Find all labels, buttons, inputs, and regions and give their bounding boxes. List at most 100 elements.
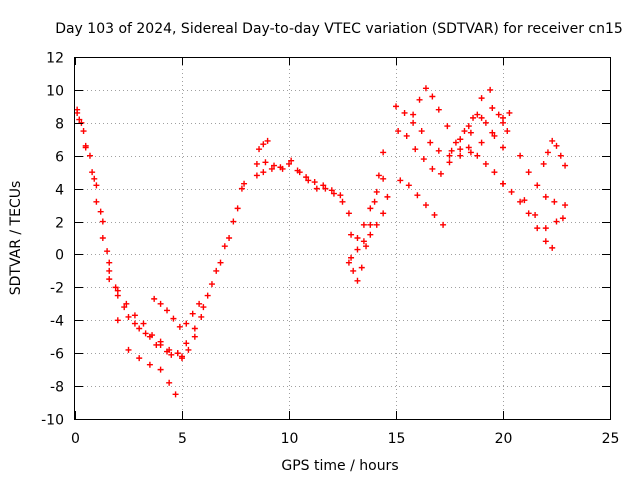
data-point-track-19 [540,160,547,167]
data-point-track-3 [153,341,160,348]
data-point-track-4 [174,350,181,357]
data-point-track-9 [350,267,357,274]
data-point-track-3 [131,320,138,327]
data-point-track-3 [142,330,149,337]
data-point-track-6 [345,210,352,217]
data-point-track-14 [405,182,412,189]
y-axis-title: SDTVAR / TECUs [8,181,24,296]
data-point-track-9 [375,172,382,179]
data-point-track-13 [420,156,427,163]
x-tick-label: 5 [178,431,187,447]
data-point-track-15 [435,106,442,113]
data-point-track-2 [86,152,93,159]
data-point-track-2 [221,243,228,250]
data-point-track-17 [542,238,549,245]
data-point-track-13 [457,146,464,153]
data-point-track-1 [125,346,132,353]
data-point-track-1 [114,317,121,324]
y-tick-label: -4 [50,314,64,330]
data-point-track-5 [189,310,196,317]
data-point-track-2 [99,218,106,225]
data-point-track-18 [517,152,524,159]
data-point-track-1 [78,119,85,126]
data-point-track-2 [93,182,100,189]
x-tick-label: 25 [602,431,620,447]
data-point-track-15 [410,111,417,118]
y-tick-label: 4 [55,183,64,199]
data-point-track-3 [97,208,104,215]
y-tick-label: -10 [41,413,64,429]
data-point-track-4 [123,300,130,307]
data-point-track-16 [482,160,489,167]
data-point-track-18 [534,182,541,189]
data-point-track-17 [500,180,506,187]
data-point-track-2 [80,128,87,135]
x-tick-label: 10 [281,431,299,447]
data-point-track-11 [380,175,387,182]
data-point-track-15 [495,111,502,118]
data-point-track-6 [260,169,267,176]
data-point-track-6 [328,187,335,194]
data-point-track-12 [467,149,474,156]
data-point-track-3 [217,259,224,266]
data-point-track-1 [93,198,100,205]
data-point-track-9 [380,149,387,156]
data-point-track-4 [179,353,185,360]
data-point-track-5 [151,295,158,302]
data-point-track-15 [444,123,451,130]
data-point-track-1 [106,276,113,283]
data-point-track-13 [489,105,496,112]
data-point-track-17 [508,188,515,195]
chart-title: Day 103 of 2024, Sidereal Day-to-day VTE… [55,21,623,37]
data-point-track-7 [288,157,295,164]
data-point-track-12 [435,147,442,154]
data-point-track-4 [166,346,173,353]
data-point-track-3 [112,284,119,291]
data-point-track-14 [422,202,429,209]
data-point-track-2 [74,106,81,113]
data-point-track-7 [271,162,278,169]
data-point-track-12 [418,128,425,135]
data-point-track-16 [491,169,498,176]
data-point-track-13 [446,159,453,166]
data-point-track-14 [491,132,498,139]
data-point-track-11 [354,235,361,241]
y-tick-label: 0 [55,248,64,264]
data-point-track-12 [457,152,464,159]
data-point-track-15 [470,114,477,121]
data-point-track-13 [437,170,444,177]
y-tick-label: -6 [50,347,64,363]
y-tick-label: 6 [55,150,64,166]
data-point-track-3 [208,281,215,288]
data-point-track-15 [461,128,468,135]
data-point-track-13 [403,132,410,139]
data-point-track-20 [506,109,513,116]
data-point-track-9 [363,243,370,250]
data-point-track-10 [360,238,367,245]
data-point-track-2 [213,267,220,274]
data-point-track-10 [348,254,355,261]
data-point-track-20 [542,225,549,232]
data-point-track-7 [279,165,286,172]
data-point-track-5 [170,315,177,322]
data-point-track-9 [367,221,374,228]
data-point-track-19 [557,152,564,159]
data-point-track-17 [534,225,541,232]
data-point-track-7 [262,159,269,166]
data-point-track-6 [337,192,344,199]
data-point-track-3 [191,325,198,332]
data-point-track-6 [303,174,310,181]
data-point-track-15 [452,139,459,146]
data-point-track-5 [196,300,203,307]
data-point-track-13 [395,128,402,135]
data-point-track-18 [551,198,558,205]
data-point-track-12 [401,109,408,116]
data-points [74,85,569,398]
data-point-track-3 [104,248,111,255]
data-point-track-20 [553,218,560,225]
plot-frame [74,57,611,420]
data-point-track-14 [465,123,472,130]
axis-ticks [75,57,611,420]
grid-lines [75,57,610,419]
data-point-track-17 [517,198,524,205]
